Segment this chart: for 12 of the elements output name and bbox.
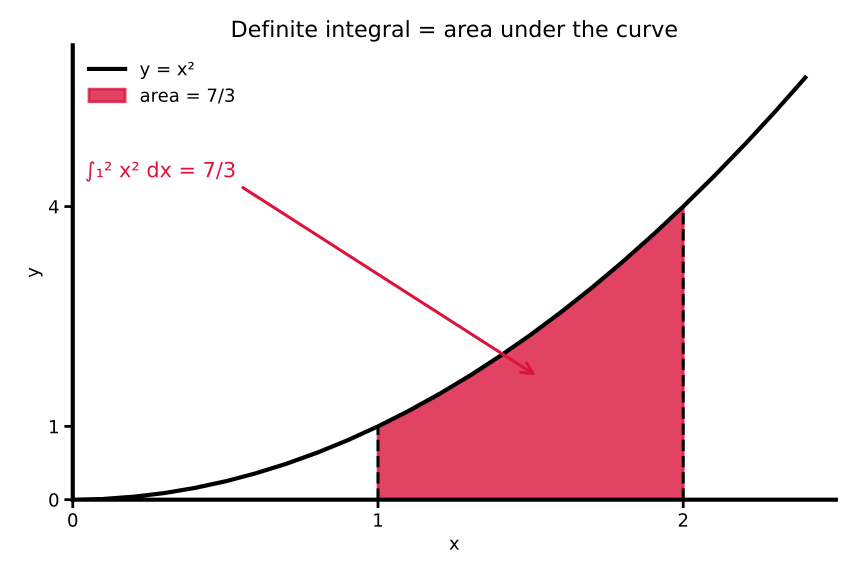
y-axis-title: y bbox=[28, 268, 43, 278]
x-tick-label: 0 bbox=[68, 513, 78, 527]
chart-title: Definite integral = area under the curve bbox=[232, 20, 677, 42]
y-tick-label: 1 bbox=[50, 420, 58, 434]
legend-label: area = 7/3 bbox=[140, 88, 234, 104]
x-tick-label: 2 bbox=[678, 513, 688, 527]
legend-label: y = x² bbox=[140, 62, 194, 80]
y-tick-label: 4 bbox=[48, 200, 59, 214]
x-axis-title: x bbox=[449, 540, 460, 550]
annotation: ∫₁² x² dx = 7/3 bbox=[86, 161, 234, 182]
x-tick-label: 1 bbox=[374, 513, 382, 527]
y-tick-label: 0 bbox=[49, 493, 58, 507]
